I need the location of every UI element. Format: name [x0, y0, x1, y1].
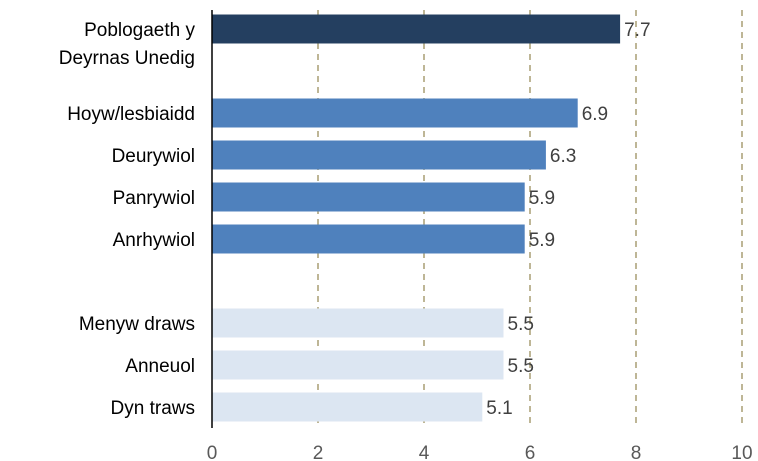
x-tick-label: 6	[525, 443, 536, 461]
category-label: Hoyw/lesbiaidd	[67, 104, 195, 125]
value-label: 5.5	[508, 314, 534, 335]
bar	[212, 140, 546, 170]
bar	[212, 350, 504, 380]
value-label: 7.7	[624, 20, 650, 41]
category-label: Panrywiol	[113, 188, 195, 209]
bar	[212, 392, 483, 422]
gridlines	[317, 10, 743, 428]
value-label: 5.5	[508, 356, 534, 377]
x-tick-label: 2	[313, 443, 324, 461]
x-tick-label: 4	[419, 443, 430, 461]
value-label: 6.9	[582, 104, 608, 125]
category-label: Anneuol	[125, 356, 195, 377]
labels: 0 2 4 6 8 10 7.7 Poblogaeth y Deyrnas Unedig 6.9 H…	[59, 20, 753, 461]
value-label: 5.9	[529, 188, 555, 209]
value-label: 5.9	[529, 230, 555, 251]
category-label: Deyrnas Unedig	[59, 48, 195, 69]
category-label: Dyn traws	[111, 398, 195, 419]
bars	[212, 14, 621, 422]
category-label: Anrhywiol	[113, 230, 195, 251]
category-label: Deurywiol	[112, 146, 195, 167]
bar	[212, 308, 504, 338]
x-tick-label: 10	[731, 443, 752, 461]
x-tick-label: 0	[207, 443, 218, 461]
bar	[212, 14, 621, 44]
bar	[212, 182, 525, 212]
category-label: Menyw draws	[79, 314, 195, 335]
bar	[212, 98, 578, 128]
category-label: Poblogaeth y	[84, 20, 195, 41]
value-label: 5.1	[486, 398, 512, 419]
x-tick-label: 8	[631, 443, 642, 461]
value-label: 6.3	[550, 146, 576, 167]
bar	[212, 224, 525, 254]
